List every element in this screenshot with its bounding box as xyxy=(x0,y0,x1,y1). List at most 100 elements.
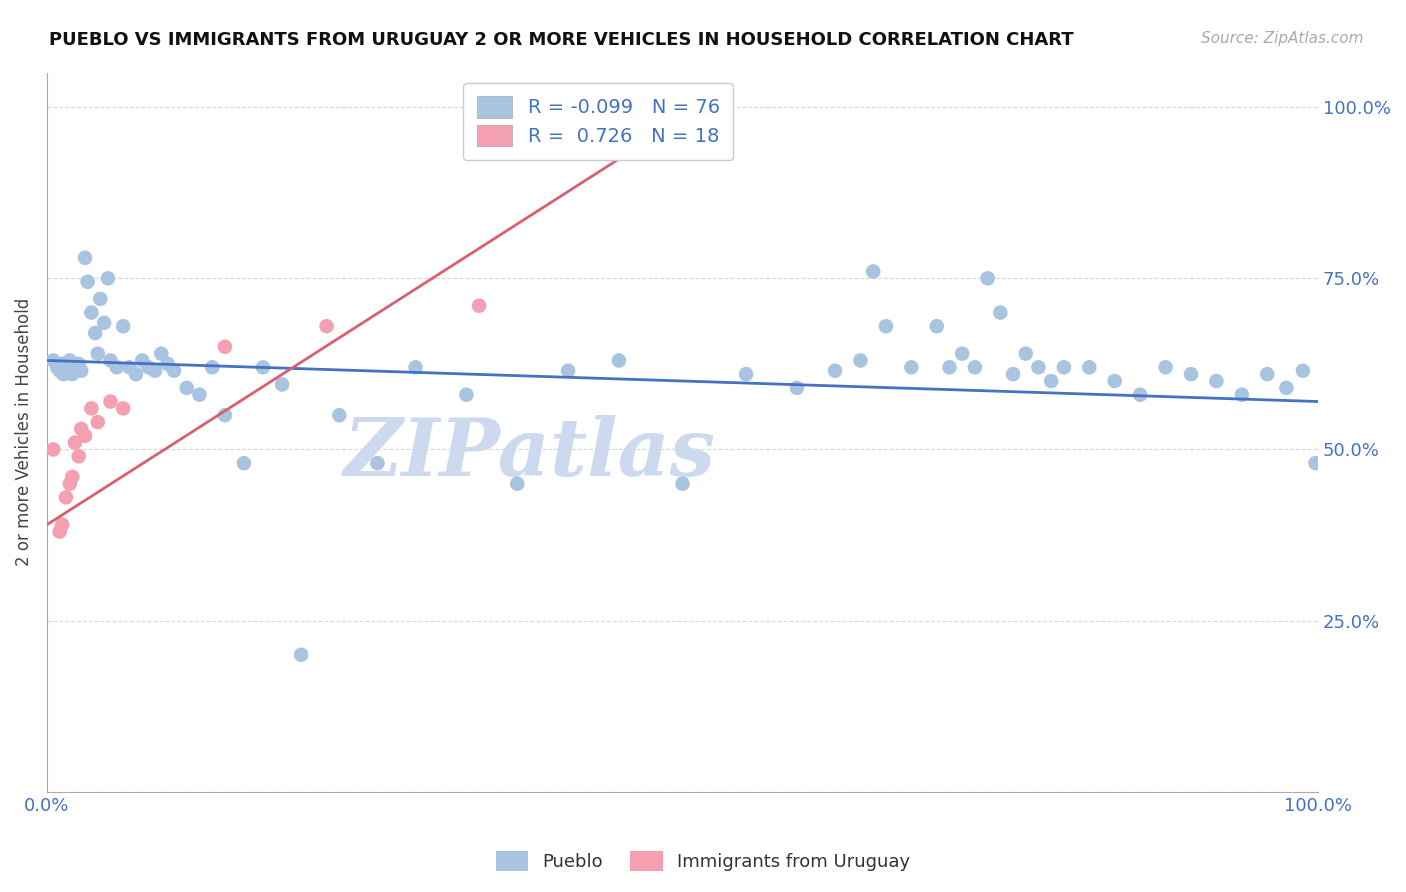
Legend: R = -0.099   N = 76, R =  0.726   N = 18: R = -0.099 N = 76, R = 0.726 N = 18 xyxy=(464,83,734,160)
Point xyxy=(105,360,128,375)
Point xyxy=(59,476,82,491)
Point xyxy=(89,292,111,306)
Point xyxy=(87,346,110,360)
Point xyxy=(1305,456,1327,470)
Point xyxy=(60,470,83,484)
Point xyxy=(42,353,65,368)
Point xyxy=(63,435,86,450)
Point xyxy=(862,264,884,278)
Point xyxy=(1040,374,1063,388)
Point xyxy=(97,271,120,285)
Point xyxy=(456,387,478,401)
Point xyxy=(76,275,98,289)
Point xyxy=(950,346,973,360)
Point xyxy=(1015,346,1038,360)
Point xyxy=(900,360,922,375)
Point xyxy=(1104,374,1126,388)
Point xyxy=(938,360,960,375)
Point xyxy=(201,360,224,375)
Point xyxy=(214,409,236,423)
Point xyxy=(557,364,579,378)
Point xyxy=(188,387,211,401)
Point xyxy=(131,353,153,368)
Point xyxy=(150,346,173,360)
Point xyxy=(80,305,103,319)
Point xyxy=(67,450,90,464)
Point xyxy=(1180,367,1202,381)
Point xyxy=(315,319,337,334)
Point xyxy=(100,353,122,368)
Point xyxy=(875,319,897,334)
Point xyxy=(80,401,103,416)
Point xyxy=(1078,360,1101,375)
Point xyxy=(1028,360,1050,375)
Point xyxy=(55,360,77,375)
Point xyxy=(46,360,69,375)
Point xyxy=(366,456,388,470)
Point xyxy=(214,340,236,354)
Point xyxy=(87,415,110,429)
Point xyxy=(138,360,160,375)
Point xyxy=(143,364,166,378)
Point xyxy=(52,367,75,381)
Point xyxy=(735,367,758,381)
Point xyxy=(1205,374,1227,388)
Point xyxy=(1053,360,1076,375)
Point xyxy=(252,360,274,375)
Point xyxy=(60,367,83,381)
Point xyxy=(70,364,93,378)
Point xyxy=(849,353,872,368)
Point xyxy=(156,357,179,371)
Point xyxy=(328,409,350,423)
Point xyxy=(84,326,107,340)
Point xyxy=(468,299,491,313)
Point xyxy=(93,316,115,330)
Point xyxy=(73,251,96,265)
Point xyxy=(1275,381,1298,395)
Point xyxy=(51,357,73,371)
Point xyxy=(112,319,135,334)
Point xyxy=(925,319,948,334)
Point xyxy=(42,442,65,457)
Point xyxy=(125,367,148,381)
Point xyxy=(824,364,846,378)
Point xyxy=(1154,360,1177,375)
Point xyxy=(67,357,90,371)
Point xyxy=(232,456,254,470)
Point xyxy=(607,128,630,142)
Point xyxy=(1256,367,1278,381)
Text: PUEBLO VS IMMIGRANTS FROM URUGUAY 2 OR MORE VEHICLES IN HOUSEHOLD CORRELATION CH: PUEBLO VS IMMIGRANTS FROM URUGUAY 2 OR M… xyxy=(49,31,1074,49)
Point xyxy=(1230,387,1253,401)
Point xyxy=(70,422,93,436)
Y-axis label: 2 or more Vehicles in Household: 2 or more Vehicles in Household xyxy=(15,298,32,566)
Point xyxy=(48,524,70,539)
Point xyxy=(271,377,294,392)
Point xyxy=(1129,387,1152,401)
Point xyxy=(607,353,630,368)
Point xyxy=(176,381,198,395)
Point xyxy=(73,429,96,443)
Point xyxy=(1292,364,1315,378)
Point xyxy=(506,476,529,491)
Point xyxy=(58,364,80,378)
Text: Source: ZipAtlas.com: Source: ZipAtlas.com xyxy=(1201,31,1364,46)
Text: ZIPatlas: ZIPatlas xyxy=(344,415,716,492)
Point xyxy=(671,476,693,491)
Point xyxy=(976,271,998,285)
Point xyxy=(405,360,427,375)
Point xyxy=(963,360,986,375)
Point xyxy=(786,381,808,395)
Legend: Pueblo, Immigrants from Uruguay: Pueblo, Immigrants from Uruguay xyxy=(488,844,918,879)
Point xyxy=(1002,367,1025,381)
Point xyxy=(118,360,141,375)
Point xyxy=(988,305,1011,319)
Point xyxy=(290,648,312,662)
Point xyxy=(112,401,135,416)
Point xyxy=(63,364,86,378)
Point xyxy=(55,491,77,505)
Point xyxy=(48,364,70,378)
Point xyxy=(163,364,186,378)
Point xyxy=(51,517,73,532)
Point xyxy=(100,394,122,409)
Point xyxy=(59,353,82,368)
